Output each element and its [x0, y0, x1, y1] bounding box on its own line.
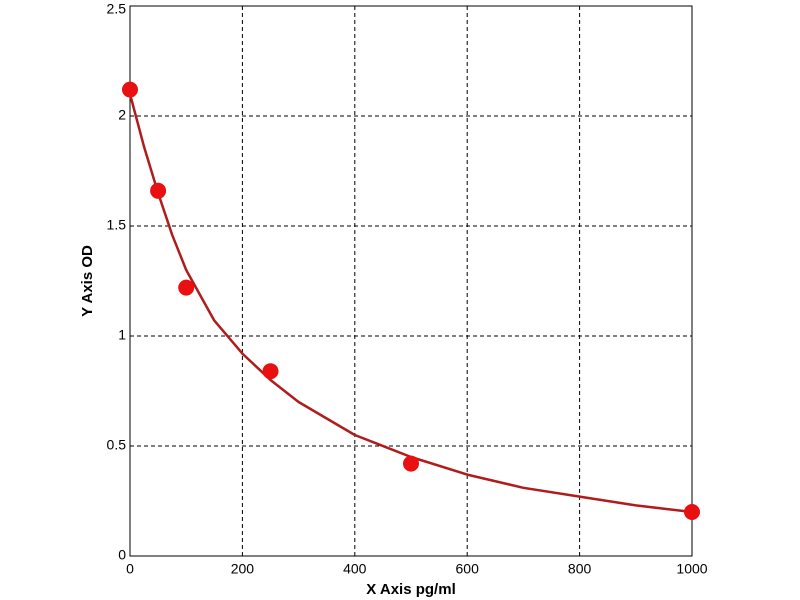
y-tick-label: 2.5: [107, 1, 127, 17]
y-tick-label: 0: [118, 547, 126, 563]
data-point: [150, 182, 167, 199]
y-tick-label: 2: [118, 107, 126, 123]
data-point: [178, 279, 195, 296]
plot-border: [129, 5, 693, 557]
x-tick-label: 800: [568, 561, 592, 577]
x-tick-label: 0: [126, 561, 134, 577]
fit-curve: [128, 93, 693, 514]
x-tick-label: 1000: [676, 561, 707, 577]
x-axis-title: X Axis pg/ml: [366, 581, 455, 598]
x-tick-label: 200: [231, 561, 255, 577]
data-point: [684, 504, 700, 520]
data-point: [262, 363, 279, 380]
y-tick-label: 0.5: [107, 437, 127, 453]
y-tick-label: 1: [118, 327, 126, 343]
y-tick-label: 1.5: [107, 217, 127, 233]
y-axis-title: Y Axis OD: [79, 245, 96, 317]
x-tick-label: 400: [343, 561, 367, 577]
data-point: [122, 81, 138, 98]
x-tick-label: 600: [456, 561, 480, 577]
data-point: [403, 455, 419, 472]
